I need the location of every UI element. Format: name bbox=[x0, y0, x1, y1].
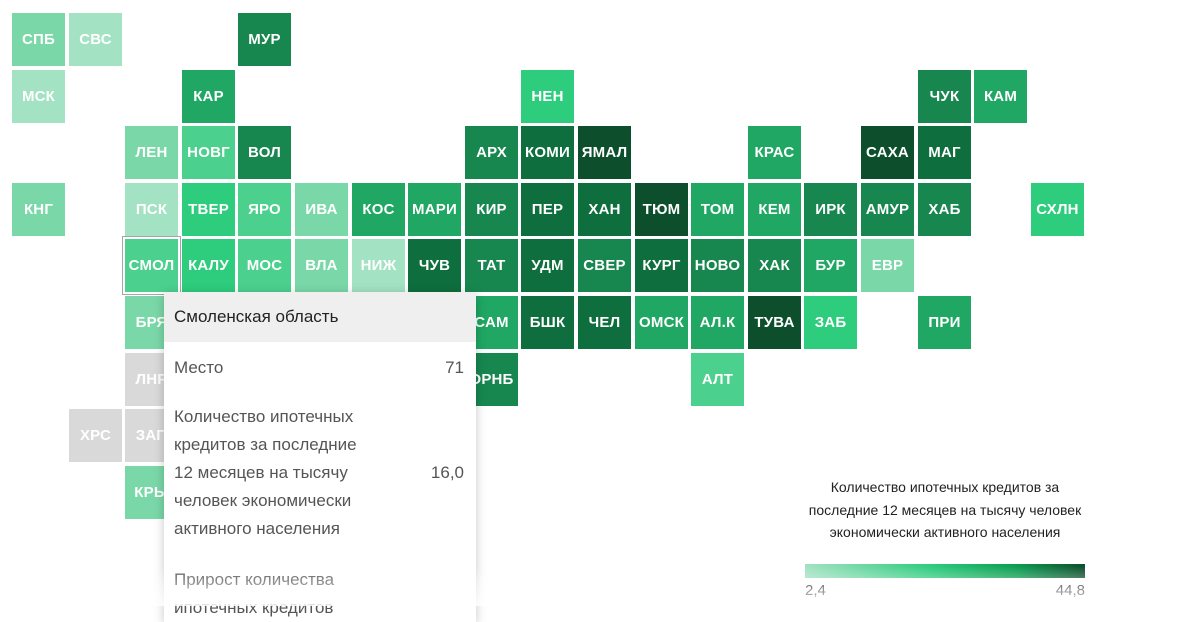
tooltip-rank-row: Место 71 bbox=[174, 354, 464, 382]
region-tile-5[interactable]: НЕН bbox=[521, 70, 574, 123]
tooltip-growth-row: Прирост количества ипотечных кредитов bbox=[174, 566, 464, 622]
color-legend: Количество ипотечных кредитов за последн… bbox=[800, 476, 1090, 599]
legend-gradient-bar bbox=[805, 564, 1085, 578]
region-tile-1[interactable]: СВС bbox=[69, 13, 122, 66]
region-tile-2[interactable]: МУР bbox=[238, 13, 291, 66]
region-tile-41[interactable]: УДМ bbox=[521, 239, 574, 292]
region-tile-23[interactable]: МАРИ bbox=[408, 183, 461, 236]
region-tile-46[interactable]: БУР bbox=[804, 239, 857, 292]
region-tile-0[interactable]: СПБ bbox=[12, 13, 65, 66]
region-tile-38[interactable]: НИЖ bbox=[352, 239, 405, 292]
region-tile-35[interactable]: КАЛУ bbox=[182, 239, 235, 292]
region-tile-50[interactable]: БШК bbox=[521, 296, 574, 349]
region-tile-19[interactable]: ТВЕР bbox=[182, 183, 235, 236]
region-tile-51[interactable]: ЧЕЛ bbox=[578, 296, 631, 349]
region-tile-21[interactable]: ИВА bbox=[295, 183, 348, 236]
region-tile-55[interactable]: ЗАБ bbox=[804, 296, 857, 349]
legend-max-value: 44,8 bbox=[1055, 582, 1085, 599]
region-tile-12[interactable]: КОМИ bbox=[521, 126, 574, 179]
region-tile-47[interactable]: ЕВР bbox=[861, 239, 914, 292]
tooltip-growth-label: Прирост количества ипотечных кредитов bbox=[174, 570, 335, 617]
region-tile-32[interactable]: ХАБ bbox=[918, 183, 971, 236]
legend-title: Количество ипотечных кредитов за последн… bbox=[808, 479, 1082, 540]
tooltip-metric-label: Количество ипотечных кредитов за последн… bbox=[174, 407, 357, 538]
region-tile-29[interactable]: КЕМ bbox=[748, 183, 801, 236]
region-tile-30[interactable]: ИРК bbox=[804, 183, 857, 236]
tooltip-metric-row: Количество ипотечных кредитов за последн… bbox=[174, 403, 464, 543]
region-tile-36[interactable]: МОС bbox=[238, 239, 291, 292]
tooltip-metric-value: 16,0 bbox=[430, 463, 464, 482]
region-tile-16[interactable]: МАГ bbox=[918, 126, 971, 179]
region-tile-4[interactable]: КАР bbox=[182, 70, 235, 123]
region-tile-14[interactable]: КРАС bbox=[748, 126, 801, 179]
region-tile-39[interactable]: ЧУВ bbox=[408, 239, 461, 292]
region-tile-52[interactable]: ОМСК bbox=[635, 296, 688, 349]
region-tile-53[interactable]: АЛ.К bbox=[691, 296, 744, 349]
region-tile-40[interactable]: ТАТ bbox=[465, 239, 518, 292]
region-tile-43[interactable]: КУРГ bbox=[635, 239, 688, 292]
region-tile-13[interactable]: ЯМАЛ bbox=[578, 126, 631, 179]
region-tile-24[interactable]: КИР bbox=[465, 183, 518, 236]
region-tile-17[interactable]: КНГ bbox=[12, 183, 65, 236]
region-tile-28[interactable]: ТОМ bbox=[691, 183, 744, 236]
region-tile-18[interactable]: ПСК bbox=[125, 183, 178, 236]
tile-grid-map: СПБ СВС МУР МСК КАР НЕН ЧУК КАМ ЛЕН НОВГ ВОЛ АРХ КОМ… bbox=[12, 13, 1084, 519]
region-tile-25[interactable]: ПЕР bbox=[521, 183, 574, 236]
region-tile-8[interactable]: ЛЕН bbox=[125, 126, 178, 179]
region-tile-54[interactable]: ТУВА bbox=[748, 296, 801, 349]
tooltip-region-name: Смоленская область bbox=[164, 292, 476, 342]
region-tile-27[interactable]: ТЮМ bbox=[635, 183, 688, 236]
legend-min-value: 2,4 bbox=[805, 582, 826, 599]
region-tile-20[interactable]: ЯРО bbox=[238, 183, 291, 236]
region-tile-10[interactable]: ВОЛ bbox=[238, 126, 291, 179]
region-tile-34[interactable]: СМОЛ bbox=[123, 237, 180, 294]
region-tile-45[interactable]: ХАК bbox=[748, 239, 801, 292]
tooltip-rank-value: 71 bbox=[445, 358, 464, 377]
region-tile-44[interactable]: НОВО bbox=[691, 239, 744, 292]
region-tile-22[interactable]: КОС bbox=[352, 183, 405, 236]
region-tile-37[interactable]: ВЛА bbox=[295, 239, 348, 292]
region-tile-6[interactable]: ЧУК bbox=[918, 70, 971, 123]
region-tooltip: Смоленская область Место 71 Количество и… bbox=[164, 292, 476, 622]
region-tile-7[interactable]: КАМ bbox=[974, 70, 1027, 123]
region-tile-9[interactable]: НОВГ bbox=[182, 126, 235, 179]
region-tile-60[interactable]: ХРС bbox=[69, 409, 122, 462]
region-tile-11[interactable]: АРХ bbox=[465, 126, 518, 179]
region-tile-26[interactable]: ХАН bbox=[578, 183, 631, 236]
region-tile-56[interactable]: ПРИ bbox=[918, 296, 971, 349]
region-tile-59[interactable]: АЛТ bbox=[691, 353, 744, 406]
region-tile-15[interactable]: САХА bbox=[861, 126, 914, 179]
tooltip-rank-label: Место bbox=[174, 358, 224, 377]
region-tile-31[interactable]: АМУР bbox=[861, 183, 914, 236]
region-tile-42[interactable]: СВЕР bbox=[578, 239, 631, 292]
region-tile-33[interactable]: СХЛН bbox=[1031, 183, 1084, 236]
region-tile-3[interactable]: МСК bbox=[12, 70, 65, 123]
